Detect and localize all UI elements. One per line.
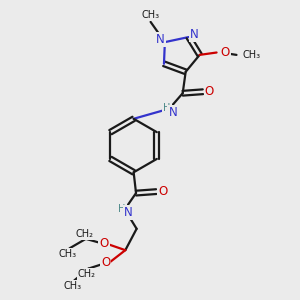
Text: N: N	[156, 33, 164, 46]
Text: N: N	[190, 28, 198, 40]
Text: H: H	[163, 103, 171, 113]
Text: O: O	[99, 237, 109, 250]
Text: N: N	[169, 106, 177, 119]
Text: CH₂: CH₂	[78, 269, 96, 279]
Text: O: O	[205, 85, 214, 98]
Text: CH₃: CH₃	[64, 281, 82, 291]
Text: CH₂: CH₂	[75, 229, 93, 239]
Text: O: O	[158, 185, 167, 198]
Text: CH₃: CH₃	[142, 11, 160, 20]
Text: O: O	[101, 256, 110, 269]
Text: CH₃: CH₃	[59, 249, 77, 259]
Text: H: H	[118, 204, 125, 214]
Text: N: N	[124, 206, 133, 219]
Text: CH₃: CH₃	[242, 50, 261, 60]
Text: O: O	[221, 46, 230, 59]
